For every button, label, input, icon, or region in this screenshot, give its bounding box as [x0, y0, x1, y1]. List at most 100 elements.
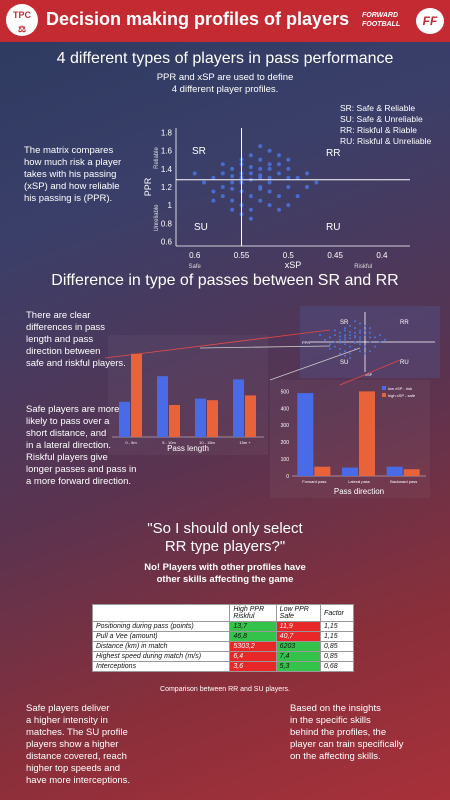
- mini-point: [339, 331, 341, 334]
- mini-point: [349, 334, 351, 337]
- mini-point: [374, 345, 376, 348]
- table-row: Highest speed during match (m/s) 6,4 7,4 0,…: [91, 651, 354, 662]
- bar: [245, 395, 256, 437]
- table-header: Factor: [320, 604, 354, 622]
- scatter-point: [220, 162, 225, 167]
- mini-point: [344, 354, 346, 357]
- scatter-point: [258, 166, 263, 171]
- bar-x-tick: 5 - 10m: [162, 440, 176, 445]
- table-row: Distance (km) in match 5303,2 6203 0,85: [91, 641, 354, 652]
- scatter-point: [305, 171, 310, 176]
- scatter-point: [220, 171, 225, 176]
- tpc-logo: TPC ⚖: [6, 4, 38, 36]
- scatter-y-tick: 0.8: [161, 219, 173, 228]
- answer-text: No! Players with other profiles have oth…: [144, 562, 306, 585]
- mini-point: [319, 334, 321, 337]
- scatter-y-tick: 1.8: [161, 129, 173, 138]
- mini-point: [369, 336, 371, 339]
- mini-point: [329, 343, 331, 346]
- comparison-table: High PPR Riskful Low PPR Safe Factor Pos…: [91, 604, 354, 672]
- quadrant-rr: RR: [326, 148, 340, 159]
- bar: [233, 379, 244, 437]
- table-cell: 0,68: [320, 661, 354, 672]
- scatter-x-label: xSP: [285, 260, 302, 268]
- table-cell: 40,7: [275, 631, 322, 642]
- bar-y-tick: 400: [281, 406, 290, 412]
- mini-point: [344, 350, 346, 353]
- table-row: Interceptions 3,6 5,3 0,68: [91, 661, 354, 672]
- connector-1: [104, 329, 331, 359]
- scatter-point: [267, 166, 272, 171]
- scatter-point: [276, 194, 281, 199]
- mini-point: [344, 327, 346, 330]
- legend-label: low xSP - risk: [388, 386, 412, 391]
- mini-point: [349, 352, 351, 355]
- scatter-point: [248, 194, 253, 199]
- mini-point: [349, 345, 351, 348]
- mini-point: [364, 329, 366, 332]
- mini-point: [349, 337, 351, 340]
- scatter-x-tick: 0.55: [234, 251, 250, 260]
- bar-x-tick: 10 - 15m: [199, 440, 215, 445]
- mini-point: [344, 329, 346, 332]
- mini-point: [379, 334, 381, 337]
- table-cell: 1,15: [320, 631, 354, 642]
- mini-point: [344, 343, 346, 346]
- mini-point: [339, 335, 341, 338]
- mini-point: [369, 350, 371, 353]
- mini-point: [349, 330, 351, 333]
- scatter-point: [267, 148, 272, 153]
- legend-ru: RU: Riskful & Unreliable: [340, 136, 432, 146]
- legend-swatch: [382, 386, 386, 390]
- scatter-point: [286, 175, 291, 180]
- pass-length-chart: 0 - 5m 5 - 10m 10 - 15m 15m + Pass length: [108, 335, 268, 455]
- scatter-point: [295, 175, 300, 180]
- scatter-point: [305, 185, 310, 189]
- connector-lines: [104, 329, 401, 386]
- table-cell: 1,15: [320, 621, 354, 632]
- mini-su: SU: [340, 360, 348, 366]
- mini-point: [354, 320, 356, 323]
- bar-x-tick: Lateral pass: [348, 479, 370, 484]
- table-row: Pull a Vee (amount) 46,8 40,7 1,15: [91, 631, 354, 642]
- matrix-description: The matrix compares how much risk a play…: [24, 145, 122, 204]
- mini-point: [354, 336, 356, 339]
- scatter-point: [276, 162, 281, 167]
- scatter-point: [286, 185, 291, 189]
- mini-point: [329, 336, 331, 339]
- scatter-x-tick: 0.5: [283, 251, 295, 260]
- mini-point: [324, 338, 326, 341]
- section2-text-b: Safe players are more likely to pass ove…: [26, 404, 137, 487]
- section1-heading: 4 different types of players in pass per…: [56, 50, 394, 67]
- table-cell: 13,7: [229, 621, 277, 632]
- pass-length-xlabel: Pass length: [167, 444, 209, 453]
- scatter-point: [230, 166, 235, 171]
- scatter-point: [230, 198, 235, 203]
- section2-text-a: There are clear differences in pass leng…: [26, 310, 126, 369]
- scatter-riskful-label: Riskful: [354, 264, 372, 268]
- bar: [207, 400, 218, 437]
- quadrant-su: SU: [194, 222, 208, 233]
- bar: [131, 353, 142, 437]
- bar: [403, 469, 420, 476]
- scatter-point: [267, 180, 272, 185]
- bar-x-tick: Backward pass: [390, 479, 417, 484]
- bar: [297, 393, 314, 476]
- scatter-point: [258, 157, 263, 162]
- mini-point: [364, 352, 366, 355]
- scatter-point: [220, 194, 225, 199]
- bar: [386, 466, 403, 476]
- scatter-point: [258, 186, 263, 191]
- table-row: Positioning during pass (points) 13,7 11,9…: [91, 621, 354, 632]
- scatter-point: [211, 198, 216, 203]
- mini-point: [359, 329, 361, 332]
- question-quote: "So I should only select RR type players…: [147, 520, 303, 555]
- conclusion-right: Based on the insights in the specific sk…: [290, 703, 404, 762]
- scatter-y-tick: 1.2: [161, 183, 173, 192]
- scatter-point: [230, 174, 235, 179]
- bar: [119, 401, 130, 437]
- bar-x-tick: Forward pass: [302, 479, 326, 484]
- bar: [314, 466, 331, 476]
- header-bar: [0, 0, 450, 42]
- scatter-point: [211, 189, 216, 194]
